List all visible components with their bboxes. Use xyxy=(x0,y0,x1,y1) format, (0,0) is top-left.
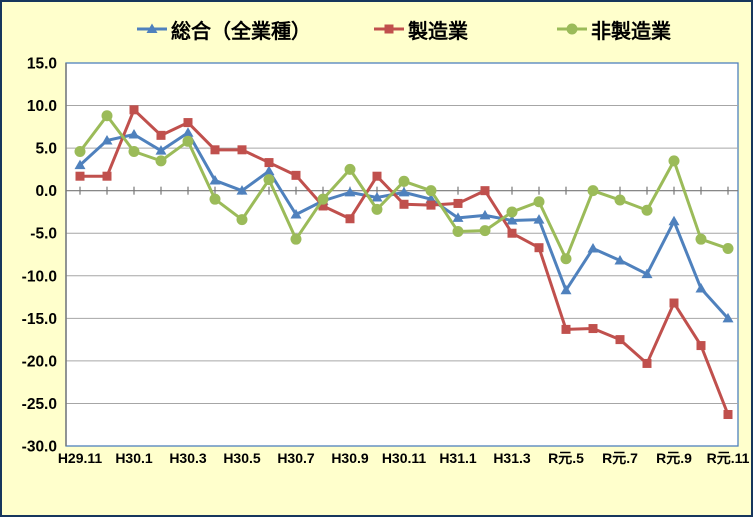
legend-label-hiseizogyo: 非製造業 xyxy=(591,20,671,43)
x-tick-label: H29.11 xyxy=(58,450,103,466)
x-tick-label: R元.7 xyxy=(602,450,638,466)
circle-marker-icon xyxy=(557,23,587,35)
x-tick-label: H30.1 xyxy=(115,450,153,466)
y-tick-label: 10.0 xyxy=(27,98,57,115)
y-tick-label: 15.0 xyxy=(27,56,57,73)
y-tick-label: -25.0 xyxy=(22,396,57,413)
y-tick-label: -10.0 xyxy=(22,268,57,285)
y-tick-label: -5.0 xyxy=(30,226,57,243)
legend-item-seizogyo: 製造業 xyxy=(373,16,468,43)
x-tick-label: H30.5 xyxy=(223,450,261,466)
x-axis-labels: H29.11 H30.1 H30.3 H30.5 H30.7 H30.9 H30.11 H31… xyxy=(58,450,750,466)
x-tick-label: H31.3 xyxy=(493,450,531,466)
y-tick-label: -20.0 xyxy=(22,353,57,370)
x-tick-label: H30.7 xyxy=(277,450,315,466)
x-tick-label: R元.11 xyxy=(707,450,750,466)
chart-legend: 総合（全業種） 製造業 非製造業 xyxy=(2,2,751,46)
y-axis-labels: 15.0 10.0 5.0 0.0 -5.0 -10.0 -15.0 -20.0 -25.0 -3… xyxy=(22,56,57,456)
y-tick-label: 5.0 xyxy=(35,141,57,158)
triangle-marker-icon xyxy=(137,23,167,33)
plot-area xyxy=(65,62,739,447)
series-hiseizogyo xyxy=(74,110,734,265)
series-seizogyo xyxy=(75,105,733,420)
x-tick-label: H30.3 xyxy=(169,450,207,466)
x-tick-label: R元.9 xyxy=(656,450,692,466)
y-tick-label: -15.0 xyxy=(22,311,57,328)
x-tick-label: R元.5 xyxy=(548,450,584,466)
x-tick-label: H30.11 xyxy=(382,450,427,466)
legend-label-seizogyo: 製造業 xyxy=(408,20,468,43)
y-tick-label: -30.0 xyxy=(22,439,57,456)
square-marker-icon xyxy=(374,24,404,34)
legend-item-sogo: 総合（全業種） xyxy=(136,16,311,43)
legend-label-sogo: 総合（全業種） xyxy=(171,20,311,43)
y-tick-label: 0.0 xyxy=(35,183,57,200)
x-tick-label: H31.1 xyxy=(439,450,477,466)
x-tick-label: H30.9 xyxy=(331,450,369,466)
legend-item-hiseizogyo: 非製造業 xyxy=(556,16,671,43)
